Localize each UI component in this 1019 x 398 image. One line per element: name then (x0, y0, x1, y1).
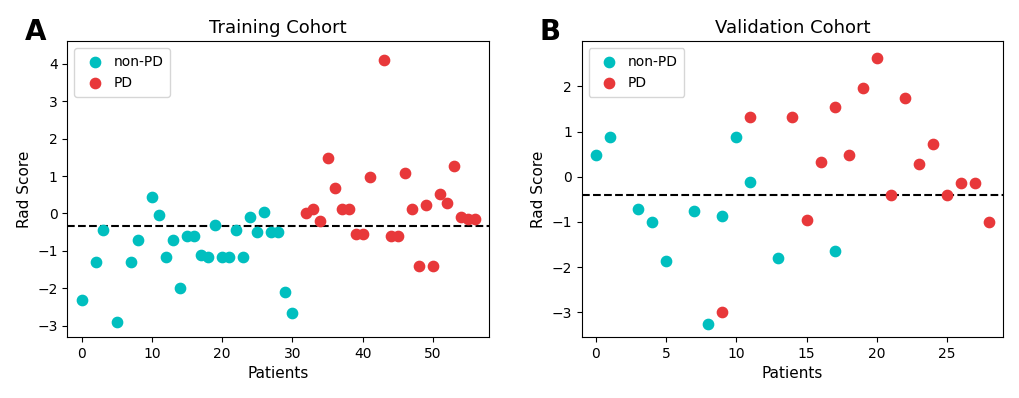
non-PD (151, 212, 167, 219)
non-PD (88, 259, 104, 265)
Legend: non-PD, PD: non-PD, PD (588, 48, 684, 97)
PD (452, 214, 469, 220)
PD (713, 309, 730, 315)
PD (742, 114, 758, 120)
non-PD (200, 254, 216, 260)
non-PD (214, 254, 230, 260)
PD (340, 206, 357, 212)
PD (811, 159, 827, 166)
non-PD (178, 233, 195, 239)
PD (784, 114, 800, 120)
non-PD (95, 227, 111, 234)
non-PD (742, 179, 758, 185)
Text: A: A (25, 18, 47, 45)
non-PD (193, 252, 209, 258)
non-PD (164, 236, 180, 243)
non-PD (158, 254, 174, 260)
PD (460, 216, 476, 222)
non-PD (228, 227, 245, 234)
non-PD (73, 297, 90, 303)
PD (431, 191, 447, 197)
PD (418, 202, 434, 209)
PD (445, 163, 462, 169)
X-axis label: Patients: Patients (761, 366, 822, 381)
Text: B: B (539, 18, 560, 45)
non-PD (277, 289, 293, 295)
Y-axis label: Rad Score: Rad Score (16, 150, 32, 228)
Legend: non-PD, PD: non-PD, PD (74, 48, 170, 97)
non-PD (171, 285, 187, 292)
non-PD (643, 219, 659, 225)
PD (980, 219, 997, 225)
non-PD (629, 206, 645, 213)
PD (355, 231, 371, 237)
non-PD (699, 320, 715, 327)
non-PD (263, 229, 279, 235)
PD (881, 191, 898, 198)
PD (326, 185, 342, 191)
non-PD (728, 134, 744, 140)
PD (361, 174, 377, 180)
PD (467, 216, 483, 222)
PD (438, 200, 454, 207)
non-PD (587, 152, 603, 159)
Y-axis label: Rad Score: Rad Score (530, 150, 545, 228)
PD (868, 55, 884, 62)
PD (382, 233, 398, 239)
non-PD (242, 214, 258, 220)
PD (938, 191, 955, 198)
PD (910, 161, 926, 167)
non-PD (129, 236, 146, 243)
PD (396, 170, 413, 176)
PD (798, 217, 814, 223)
non-PD (144, 193, 160, 200)
non-PD (685, 207, 701, 214)
non-PD (713, 213, 730, 219)
PD (312, 218, 328, 224)
non-PD (601, 134, 618, 140)
PD (840, 152, 856, 159)
non-PD (256, 209, 272, 215)
PD (347, 231, 364, 237)
PD (375, 57, 391, 63)
PD (966, 180, 982, 187)
non-PD (769, 255, 786, 261)
PD (424, 263, 440, 269)
PD (924, 141, 941, 147)
PD (333, 206, 350, 212)
non-PD (207, 222, 223, 228)
PD (389, 233, 406, 239)
PD (411, 263, 427, 269)
PD (825, 103, 842, 110)
non-PD (825, 248, 842, 254)
non-PD (185, 233, 202, 239)
non-PD (234, 254, 251, 260)
non-PD (108, 319, 124, 325)
non-PD (657, 258, 674, 264)
non-PD (221, 254, 237, 260)
non-PD (284, 310, 301, 316)
PD (854, 84, 870, 91)
non-PD (249, 229, 265, 235)
Title: Validation Cohort: Validation Cohort (714, 19, 869, 37)
PD (896, 94, 912, 101)
non-PD (122, 259, 139, 265)
PD (298, 209, 314, 216)
PD (404, 206, 420, 212)
Title: Training Cohort: Training Cohort (209, 19, 346, 37)
X-axis label: Patients: Patients (248, 366, 309, 381)
non-PD (270, 229, 286, 235)
PD (305, 206, 321, 212)
PD (319, 155, 335, 162)
PD (952, 180, 968, 187)
